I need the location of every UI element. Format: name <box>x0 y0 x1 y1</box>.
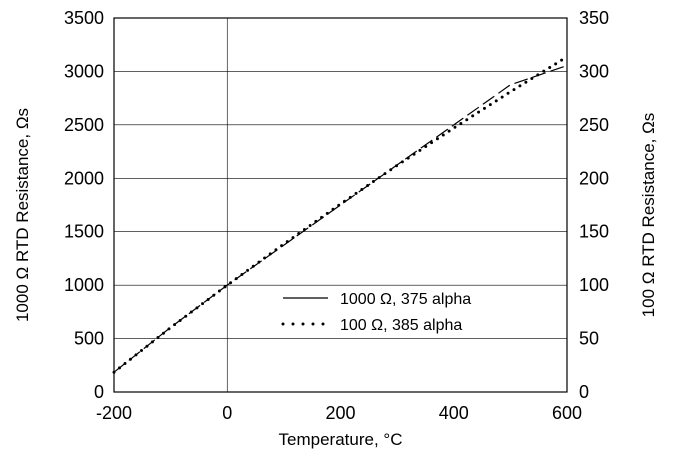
y-left-tick-label: 3000 <box>64 61 104 81</box>
y-left-tick-label: 0 <box>94 382 104 402</box>
y-left-tick-label: 1500 <box>64 222 104 242</box>
x-axis-label: Temperature, °C <box>279 430 403 449</box>
y-right-tick-label: 200 <box>579 168 609 188</box>
y-left-tick-label: 2000 <box>64 168 104 188</box>
y-left-tick-label: 500 <box>74 329 104 349</box>
grid-lines <box>114 18 567 392</box>
x-tick-labels: -200 0 200 400 600 <box>96 403 582 423</box>
y-right-tick-label: 0 <box>579 382 589 402</box>
y-right-tick-label: 250 <box>579 115 609 135</box>
x-tick-label: -200 <box>96 403 132 423</box>
legend: 1000 Ω, 375 alpha 100 Ω, 385 alpha <box>281 291 471 334</box>
y-right-tick-label: 300 <box>579 61 609 81</box>
y-right-tick-label: 150 <box>579 222 609 242</box>
x-tick-label: 0 <box>222 403 232 423</box>
y-right-tick-label: 100 <box>579 275 609 295</box>
y-right-tick-label: 50 <box>579 329 599 349</box>
legend-label-100-ohm: 100 Ω, 385 alpha <box>340 317 462 334</box>
legend-label-1000-ohm: 1000 Ω, 375 alpha <box>340 291 471 308</box>
plot-frame <box>113 17 568 393</box>
y-left-tick-labels: 0 500 1000 1500 2000 2500 3000 3500 <box>64 8 104 402</box>
y-left-axis-label: 1000 Ω RTD Resistance, Ωs <box>13 108 32 322</box>
y-left-tick-label: 2500 <box>64 115 104 135</box>
y-right-tick-labels: 0 50 100 150 200 250 300 350 <box>579 8 609 402</box>
series-line-100-ohm <box>112 55 569 374</box>
y-right-tick-label: 350 <box>579 8 609 28</box>
y-left-tick-label: 1000 <box>64 275 104 295</box>
y-left-tick-label: 3500 <box>64 8 104 28</box>
series-layer <box>112 55 569 374</box>
x-tick-label: 600 <box>552 403 582 423</box>
x-tick-label: 400 <box>439 403 469 423</box>
x-tick-label: 200 <box>325 403 355 423</box>
series-line-1000-ohm <box>113 65 568 373</box>
y-right-axis-label: 100 Ω RTD Resistance, Ωs <box>639 113 658 318</box>
